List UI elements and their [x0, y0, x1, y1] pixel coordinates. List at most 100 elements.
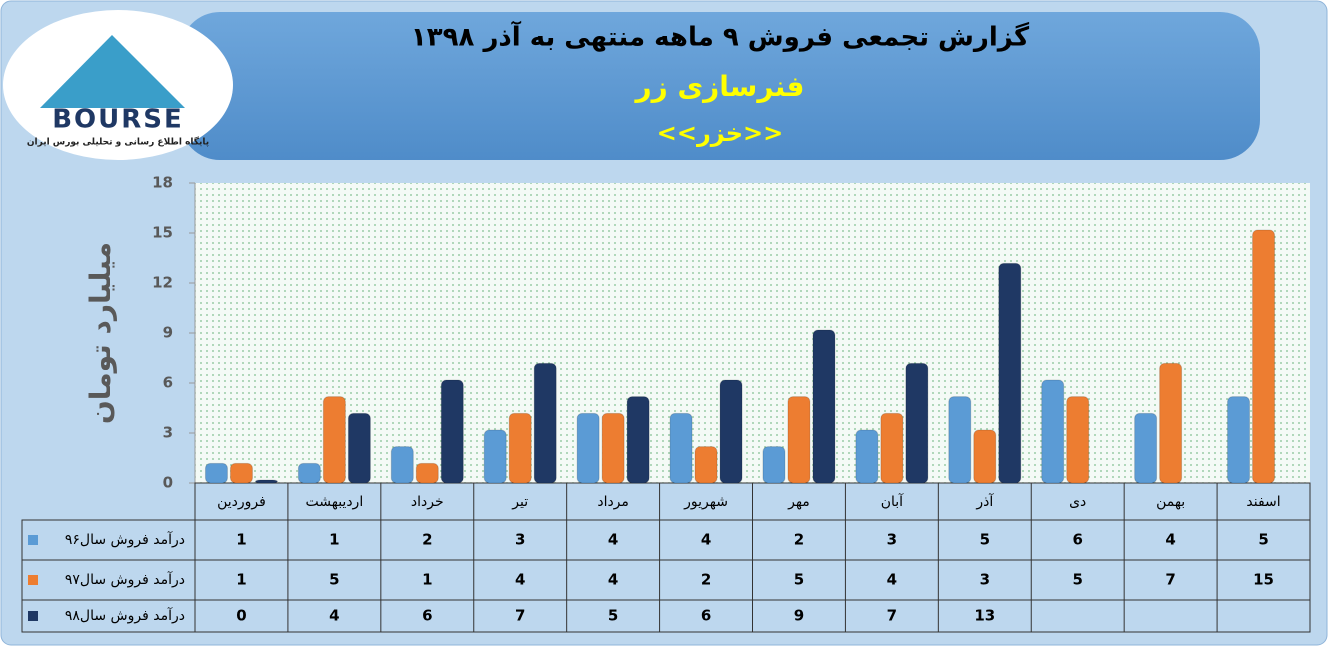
plot-area [195, 183, 1310, 483]
table-value: 0 [236, 607, 246, 625]
legend-label: درآمد فروش سال۹۸ [65, 607, 185, 624]
bar [1252, 229, 1276, 484]
bar [1041, 379, 1065, 484]
bar [483, 429, 507, 484]
table-value: 7 [1165, 571, 1175, 589]
logo-tagline: پایگاه اطلاع رسانی و تحلیلی بورس ایران [27, 136, 209, 148]
table-value: 3 [980, 571, 990, 589]
table-value: 7 [515, 607, 525, 625]
table-value: 5 [329, 571, 339, 589]
table-value: 4 [608, 531, 618, 549]
x-tick-label: آذر [975, 493, 994, 510]
table-value: 3 [515, 531, 525, 549]
x-tick-label: آبان [881, 493, 904, 510]
table-value: 5 [1258, 531, 1268, 549]
legend-swatch [28, 535, 38, 545]
table-value: 2 [701, 571, 711, 589]
legend-swatch [28, 575, 38, 585]
bar [998, 262, 1022, 484]
x-tick-label: اسفند [1246, 494, 1280, 510]
bar [1134, 412, 1158, 484]
table-value: 2 [422, 531, 432, 549]
bar [533, 362, 557, 484]
table-value: 4 [701, 531, 711, 549]
x-tick-label: مهر [787, 494, 810, 510]
y-axis-label: میلیارد تومان [84, 242, 117, 424]
table-value: 4 [887, 571, 897, 589]
bar [694, 446, 718, 484]
table-value: 3 [887, 531, 897, 549]
table-value: 4 [1165, 531, 1175, 549]
table-value: 6 [422, 607, 432, 625]
x-tick-label: خرداد [411, 494, 444, 510]
bar [1227, 396, 1251, 484]
table-value: 4 [515, 571, 525, 589]
bar [973, 429, 997, 484]
chart-symbol: <<خزر>> [657, 119, 783, 147]
bar [880, 412, 904, 484]
y-tick-label: 0 [163, 474, 173, 492]
y-tick-label: 12 [152, 274, 173, 292]
y-tick-label: 18 [152, 174, 173, 192]
table-value: 7 [887, 607, 897, 625]
chart-title: گزارش تجمعی فروش ۹ ماهه منتهی به آذر ۱۳۹… [411, 21, 1030, 53]
legend-label: درآمد فروش سال۹۷ [65, 571, 185, 588]
logo-brand: BOURSE [52, 105, 184, 135]
bar [905, 362, 929, 484]
table-value: 1 [422, 571, 432, 589]
y-tick-label: 15 [152, 224, 173, 242]
x-tick-label: اردیبهشت [306, 494, 364, 510]
bar [297, 462, 321, 484]
bar [254, 479, 278, 484]
table-value: 5 [608, 607, 618, 625]
table-value: 5 [1072, 571, 1082, 589]
bar [669, 412, 693, 484]
bar [1159, 362, 1183, 484]
y-tick-label: 3 [163, 424, 173, 442]
table-value: 5 [980, 531, 990, 549]
y-tick-label: 6 [163, 374, 173, 392]
table-value: 5 [794, 571, 804, 589]
bar [812, 329, 836, 484]
table-value: 13 [974, 607, 995, 625]
bar [440, 379, 464, 484]
bar [855, 429, 879, 484]
legend-label: درآمد فروش سال۹۶ [65, 531, 185, 548]
table-value: 1 [236, 531, 246, 549]
table-value: 1 [329, 531, 339, 549]
bar [347, 412, 371, 484]
bar [229, 462, 253, 484]
bar [508, 412, 532, 484]
y-tick-label: 9 [163, 324, 173, 342]
bar [719, 379, 743, 484]
bar [415, 462, 439, 484]
bar [762, 446, 786, 484]
bar [626, 396, 650, 484]
title-banner [180, 12, 1260, 160]
table-value: 15 [1253, 571, 1274, 589]
table-value: 6 [701, 607, 711, 625]
bar [787, 396, 811, 484]
x-tick-label: فروردین [217, 494, 266, 510]
x-tick-label: تیر [511, 494, 528, 510]
table-value: 9 [794, 607, 804, 625]
bar [1066, 396, 1090, 484]
x-tick-label: دی [1069, 494, 1086, 510]
bar [948, 396, 972, 484]
bar [576, 412, 600, 484]
logo-shape [40, 35, 185, 108]
bar [601, 412, 625, 484]
x-tick-label: بهمن [1156, 494, 1185, 510]
table-value: 1 [236, 571, 246, 589]
bar [322, 396, 346, 484]
table-value: 6 [1072, 531, 1082, 549]
table-value: 4 [608, 571, 618, 589]
x-tick-label: مرداد [597, 494, 629, 510]
legend-swatch [28, 611, 38, 621]
table-value: 4 [329, 607, 339, 625]
bar [390, 446, 414, 484]
x-tick-label: شهریور [683, 494, 728, 510]
table-value: 2 [794, 531, 804, 549]
bar [204, 462, 228, 484]
